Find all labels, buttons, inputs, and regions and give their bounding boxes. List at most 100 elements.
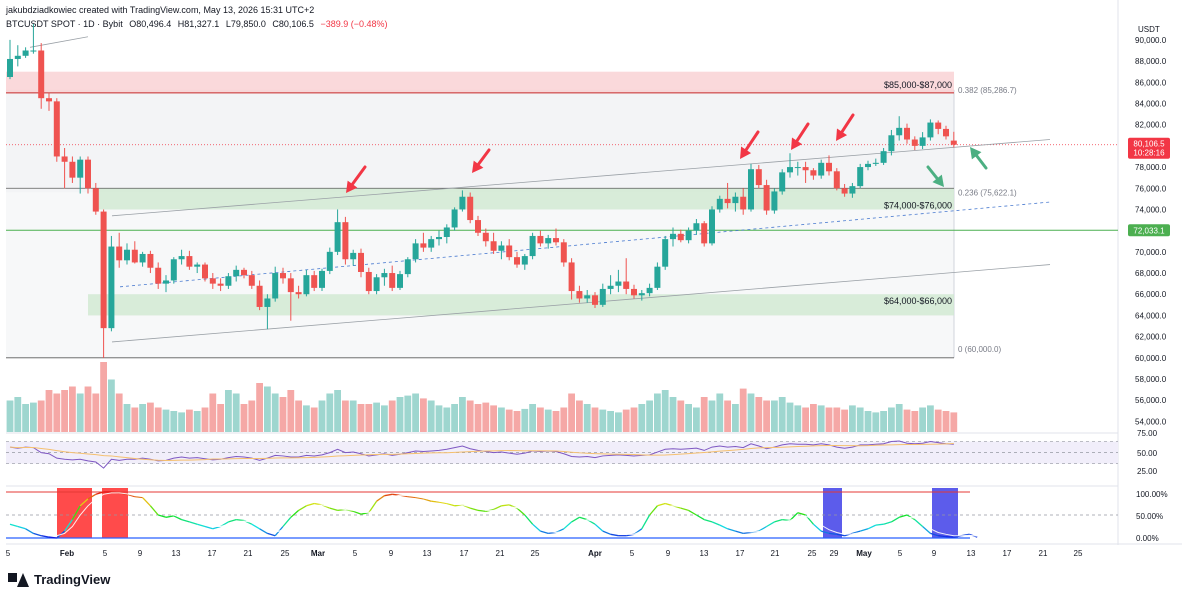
overbought-highlight <box>57 488 92 538</box>
candle-body <box>709 209 715 244</box>
candle <box>178 249 185 265</box>
oversold-highlight <box>823 488 842 538</box>
stoch-k-segment <box>696 514 705 521</box>
candle-body <box>163 280 169 284</box>
volume-bar <box>147 402 154 432</box>
candle <box>537 230 544 247</box>
stoch-k-segment <box>766 521 775 528</box>
volume-bar <box>817 405 825 432</box>
volume-bar <box>412 393 419 432</box>
candle-body <box>865 163 871 168</box>
candle-body <box>584 295 591 299</box>
volume-bar <box>950 412 958 432</box>
volume-bar <box>303 405 310 432</box>
stoch-k-segment <box>680 507 689 512</box>
volume-bar <box>381 405 388 432</box>
candle <box>740 188 747 215</box>
volume-bar <box>14 397 22 432</box>
stoch-k-segment <box>407 495 416 499</box>
volume-bar <box>576 400 583 432</box>
candle-body <box>701 223 708 244</box>
candle-body <box>943 128 949 137</box>
candle <box>826 155 832 176</box>
channel-upper-line <box>111 139 1051 217</box>
candle <box>584 289 591 303</box>
candle <box>802 161 809 183</box>
date-tick-label: 5 <box>103 549 108 558</box>
volume-bar <box>778 397 786 432</box>
volume-bar <box>505 409 513 432</box>
candle-body <box>599 288 606 305</box>
candle-body <box>428 239 435 248</box>
date-tick-label: 25 <box>531 549 540 558</box>
candle <box>225 273 232 289</box>
candle <box>677 229 684 243</box>
symbol-label[interactable]: BTCUSDT SPOT · 1D · Bybit <box>6 19 123 29</box>
volume-bar <box>131 407 139 432</box>
candle-body <box>654 266 661 288</box>
stoch-k-segment <box>594 523 604 532</box>
stoch-k-segment <box>329 507 338 512</box>
stoch-k-segment <box>891 516 900 523</box>
candle-body <box>826 162 832 172</box>
date-tick-label: 21 <box>771 549 780 558</box>
stoch-k-segment <box>602 530 611 535</box>
candle-body <box>615 281 622 286</box>
rsi-tick-label: 25.00 <box>1137 467 1158 476</box>
candle <box>521 253 528 270</box>
candle-body <box>147 253 154 268</box>
candle <box>498 241 505 260</box>
volume-bar <box>724 400 731 432</box>
candle <box>771 188 778 214</box>
brand-name: TradingView <box>34 572 111 587</box>
candle <box>615 269 622 293</box>
candle <box>256 280 263 311</box>
stoch-k-segment <box>938 535 947 538</box>
volume-bar <box>669 397 677 432</box>
candle-body <box>888 135 895 152</box>
date-tick-label: 5 <box>353 549 358 558</box>
candle-body <box>771 191 778 211</box>
volume-bar <box>895 404 903 432</box>
date-tick-label: 5 <box>898 549 903 558</box>
volume-bar <box>872 412 880 432</box>
stoch-k-segment <box>883 521 892 525</box>
candle <box>701 221 708 247</box>
volume-bar <box>388 400 396 432</box>
volume-bar <box>217 404 224 432</box>
candle-body <box>935 122 942 129</box>
red-arrow <box>836 113 855 141</box>
candle-body <box>342 222 349 260</box>
stoch-k-segment <box>493 505 502 511</box>
oversold-highlight <box>932 488 958 538</box>
level-badge: 72,033.1 <box>1128 224 1170 237</box>
volume-bar <box>248 400 256 432</box>
support-zone-label: $64,000-$66,000 <box>884 296 952 306</box>
red-arrow <box>791 122 810 150</box>
stoch-k-segment <box>852 530 861 535</box>
volume-bar <box>310 407 318 432</box>
candle <box>170 257 177 284</box>
stoch-k-segment <box>251 523 260 530</box>
candle <box>14 45 21 67</box>
candle-body <box>14 55 21 59</box>
volume-bar <box>622 409 630 432</box>
volume-bar <box>763 400 770 432</box>
candle <box>334 209 341 256</box>
candle-body <box>927 122 934 138</box>
candle <box>568 258 575 300</box>
candle-body <box>53 101 60 157</box>
price-tick-label: 76,000.0 <box>1135 184 1167 193</box>
candle <box>576 285 583 303</box>
arrow-shaft <box>840 113 855 134</box>
candle <box>833 168 840 191</box>
volume-bar <box>6 400 14 432</box>
fib-0-label: 0 (60,000.0) <box>958 345 1001 354</box>
candle <box>857 163 864 189</box>
volume-bar <box>482 402 490 432</box>
candle-body <box>451 209 458 228</box>
volume-bar <box>552 411 560 432</box>
candle <box>872 158 879 167</box>
stoch-k-segment <box>860 528 869 532</box>
